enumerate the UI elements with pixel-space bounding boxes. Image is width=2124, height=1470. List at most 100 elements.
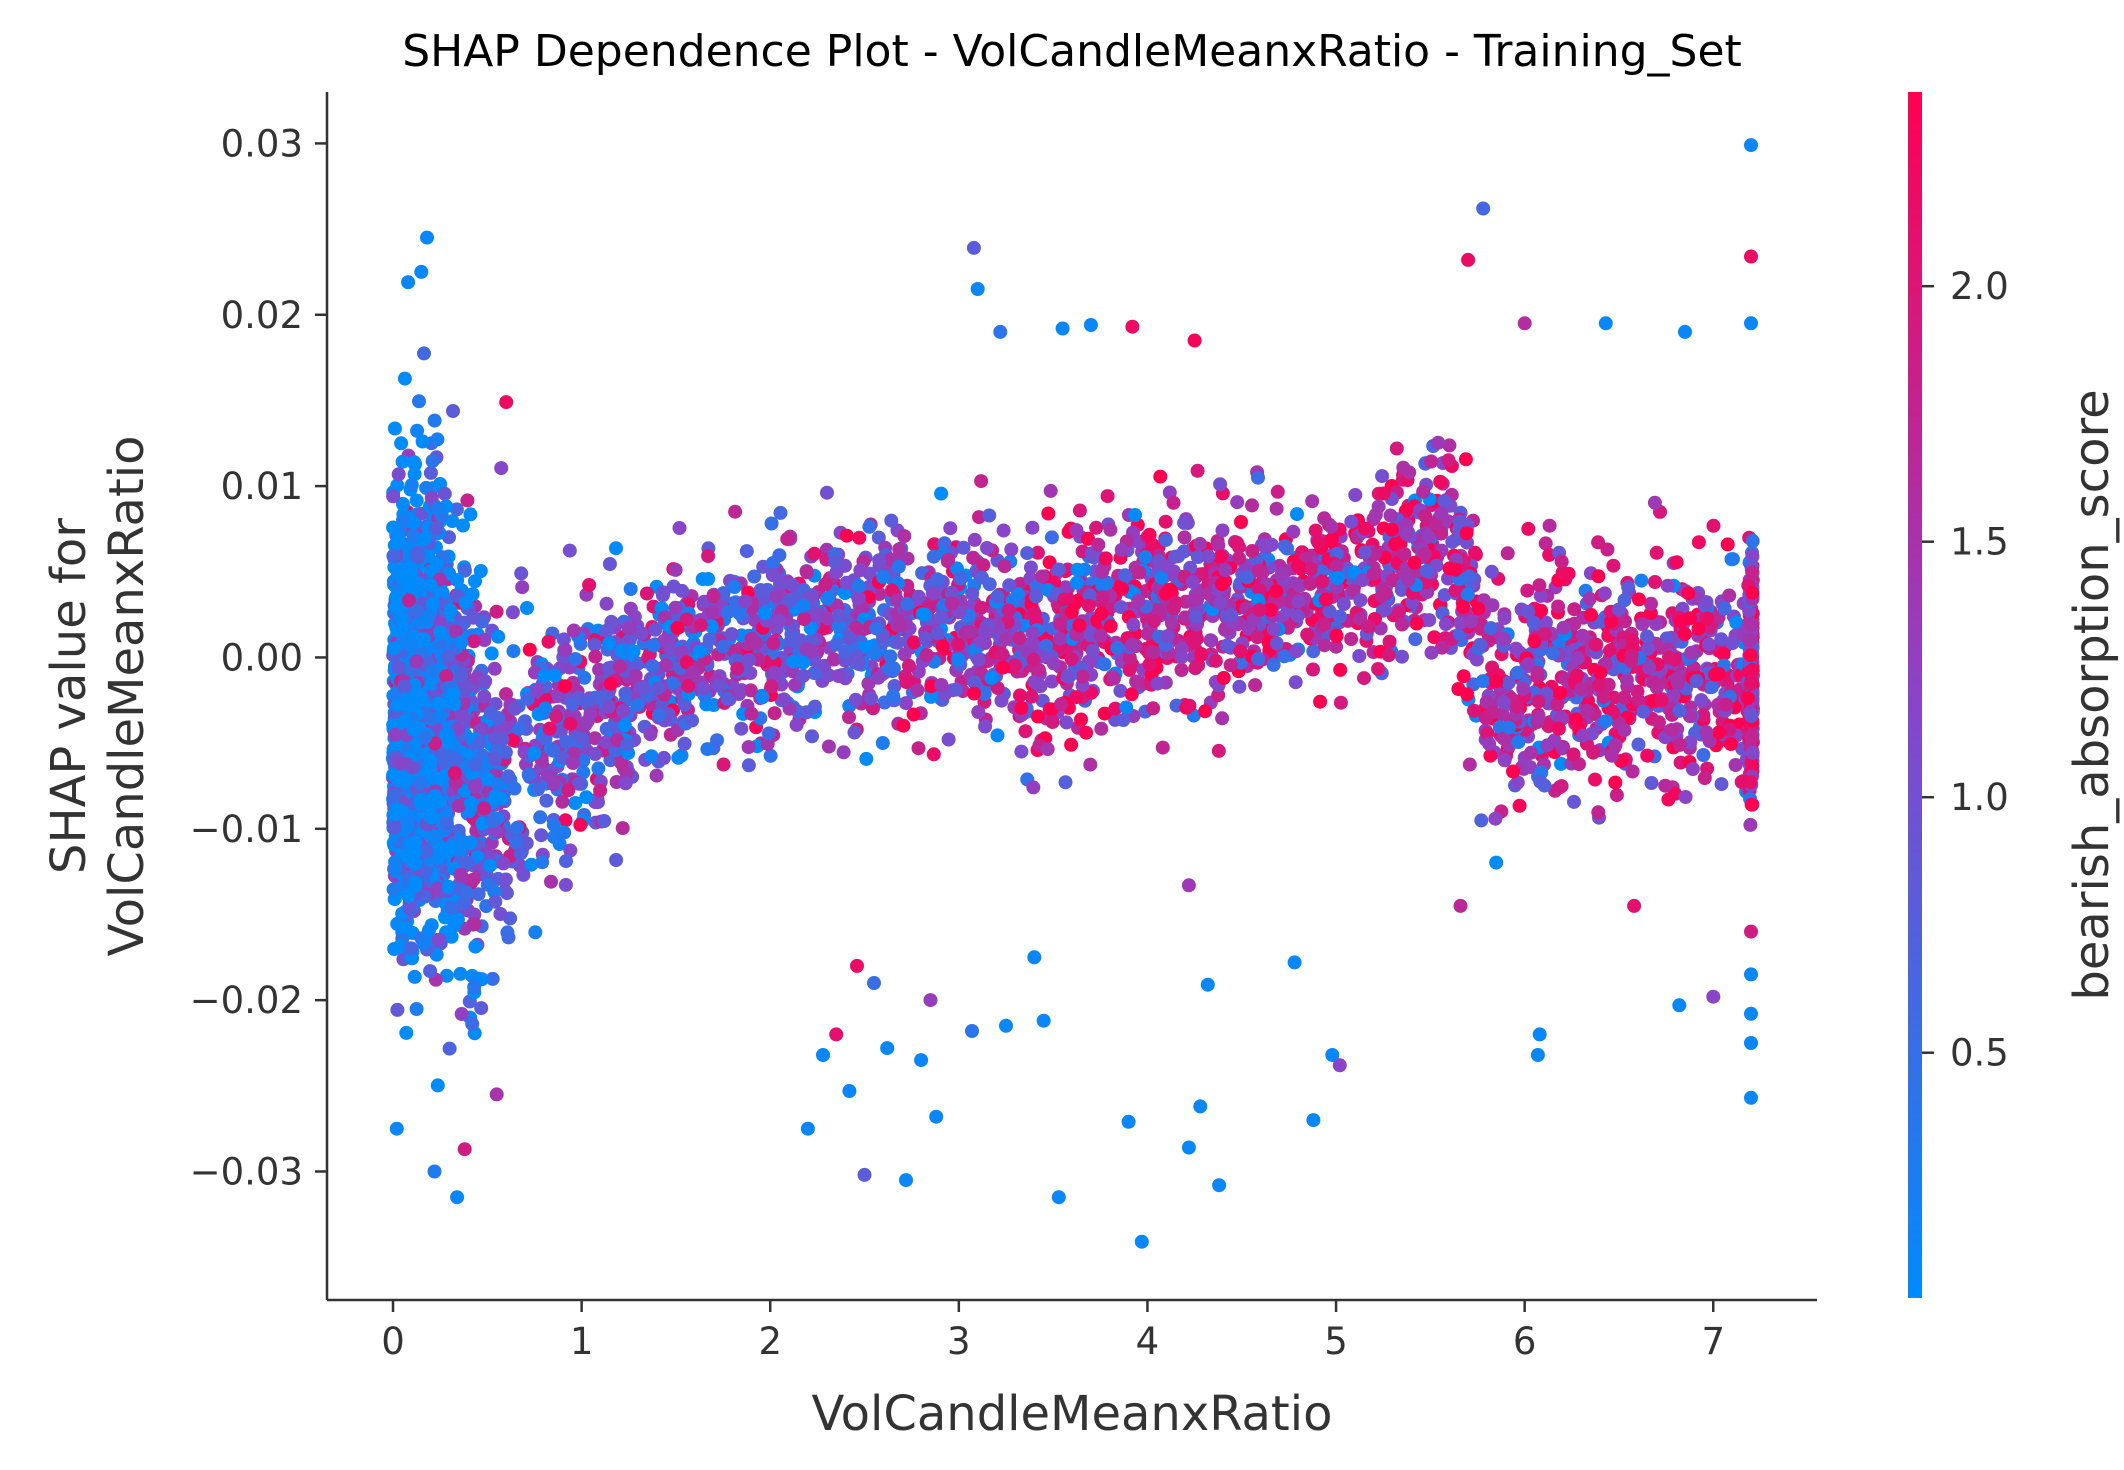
scatter-point [974, 600, 989, 615]
scatter-point [1506, 764, 1520, 779]
scatter-point [1263, 603, 1278, 617]
scatter-point [1745, 534, 1760, 548]
scatter-point [433, 615, 447, 630]
scatter-point [1460, 687, 1475, 702]
scatter-point [1211, 743, 1226, 758]
scatter-point [505, 733, 520, 748]
scatter-point [1647, 495, 1662, 510]
scatter-point [410, 423, 425, 438]
scatter-point [1635, 617, 1650, 632]
scatter-point [599, 735, 614, 750]
scatter-point [1270, 484, 1285, 499]
scatter-point [990, 681, 1005, 696]
scatter-point [807, 666, 822, 681]
scatter-point [839, 575, 854, 590]
scatter-point [1520, 583, 1535, 598]
scatter-point [1631, 592, 1646, 607]
scatter-point [1375, 469, 1390, 484]
scatter-point [1018, 724, 1033, 739]
scatter-point [563, 843, 578, 858]
scatter-point [862, 519, 877, 534]
scatter-point [550, 689, 565, 703]
scatter-point [399, 1025, 414, 1040]
scatter-point [1501, 675, 1516, 690]
scatter-point [458, 595, 473, 610]
scatter-point [796, 655, 811, 670]
scatter-point [1554, 554, 1569, 569]
scatter-point [1344, 514, 1359, 529]
scatter-point [1044, 674, 1059, 689]
scatter-point [1025, 520, 1040, 535]
scatter-point [565, 756, 580, 770]
scatter-point [1521, 521, 1536, 536]
scatter-point [1510, 665, 1525, 680]
scatter-point [1333, 662, 1348, 677]
scatter-point [1150, 676, 1165, 691]
scatter-point [668, 562, 683, 577]
scatter-point [498, 883, 513, 898]
scatter-point [656, 750, 671, 765]
scatter-point [1164, 615, 1179, 630]
scatter-point [1634, 573, 1649, 588]
scatter-point [1211, 688, 1226, 703]
scatter-point [520, 601, 534, 615]
scatter-point [1538, 615, 1553, 630]
scatter-point [839, 528, 854, 543]
scatter-point [899, 675, 914, 689]
scatter-point [1402, 465, 1417, 480]
scatter-point [668, 600, 683, 615]
scatter-point [634, 626, 649, 641]
scatter-point [509, 835, 524, 850]
scatter-point [1744, 728, 1759, 743]
scatter-point [1586, 745, 1601, 760]
scatter-point [1740, 691, 1755, 706]
scatter-point [1177, 515, 1192, 530]
scatter-point [1606, 558, 1621, 573]
scatter-point [675, 644, 690, 659]
scatter-point [656, 585, 671, 600]
scatter-point [1234, 515, 1248, 529]
scatter-point [1617, 593, 1632, 608]
scatter-point [1085, 644, 1100, 658]
scatter-point [1640, 629, 1654, 644]
scatter-point [1081, 531, 1095, 546]
scatter-point [1064, 652, 1079, 666]
scatter-point [617, 718, 632, 733]
scatter-point [490, 777, 505, 792]
scatter-point [1701, 637, 1716, 652]
scatter-point [1662, 650, 1677, 665]
scatter-point [1511, 735, 1526, 750]
scatter-point [1194, 647, 1209, 662]
scatter-point [1648, 575, 1662, 589]
scatter-point [702, 632, 717, 647]
scatter-point [659, 658, 674, 673]
scatter-point [1689, 673, 1704, 688]
scatter-point [1497, 611, 1512, 626]
scatter-point [612, 659, 627, 674]
scatter-point [571, 776, 586, 791]
scatter-point [965, 586, 980, 601]
scatter-point [429, 521, 444, 536]
scatter-point [1482, 736, 1497, 751]
scatter-point [1027, 606, 1042, 621]
scatter-point [468, 939, 483, 954]
scatter-point [967, 675, 982, 690]
scatter-point [1526, 615, 1541, 630]
scatter-point [899, 696, 913, 711]
scatter-point [1251, 470, 1265, 485]
scatter-point [514, 566, 529, 581]
scatter-point [507, 781, 522, 796]
scatter-point [1437, 588, 1452, 603]
scatter-point [1708, 667, 1723, 682]
scatter-point [1408, 632, 1423, 647]
scatter-point [1193, 536, 1207, 551]
scatter-point [1473, 638, 1488, 652]
scatter-point [1274, 566, 1289, 581]
scatter-point [547, 668, 562, 683]
scatter-point [1497, 753, 1512, 768]
scatter-point [944, 585, 959, 600]
scatter-point [443, 603, 458, 618]
scatter-point [1008, 658, 1022, 673]
scatter-point [456, 518, 470, 533]
scatter-point [418, 863, 433, 878]
